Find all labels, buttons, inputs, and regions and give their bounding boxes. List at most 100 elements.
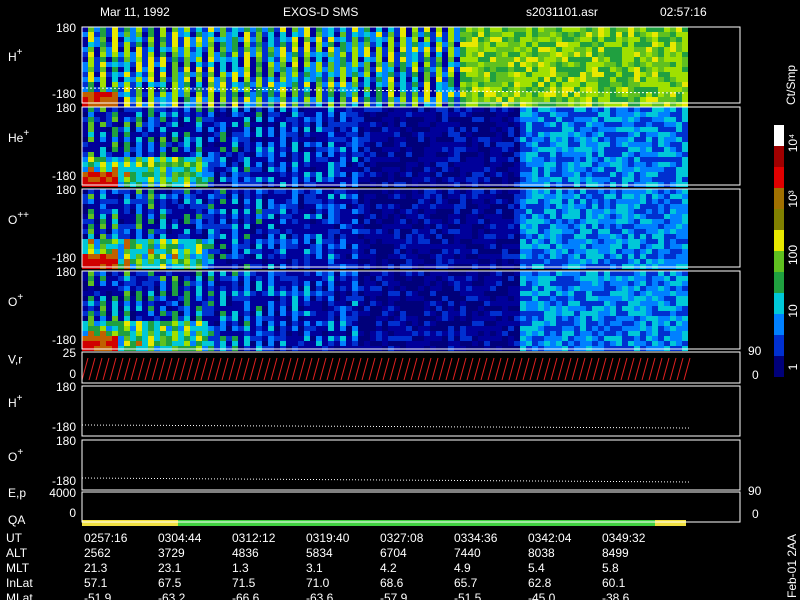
spectrogram-cell xyxy=(676,204,682,209)
spectrogram-cell xyxy=(448,82,454,87)
spectrogram-cell xyxy=(424,199,430,204)
spectrogram-cell xyxy=(682,37,688,42)
spectrogram-cell xyxy=(400,82,406,87)
spectrogram-cell xyxy=(334,147,340,152)
spectrogram-cell xyxy=(658,162,664,167)
spectrogram-cell xyxy=(502,239,508,244)
spectrogram-cell xyxy=(142,42,148,47)
spectrogram-cell xyxy=(472,32,478,37)
spectrogram-cell xyxy=(412,82,418,87)
spectrogram-cell xyxy=(418,224,424,229)
spectrogram-cell xyxy=(538,219,544,224)
spectrogram-cell xyxy=(130,162,136,167)
spectrogram-cell xyxy=(496,27,502,32)
spectrogram-cell xyxy=(280,102,286,107)
spectrogram-cell xyxy=(82,286,88,291)
spectrogram-cell xyxy=(634,87,640,92)
spectrogram-cell xyxy=(502,244,508,249)
spectrogram-cell xyxy=(304,189,310,194)
spectrogram-cell xyxy=(124,72,130,77)
spectrogram-cell xyxy=(208,199,214,204)
spectrogram-cell xyxy=(304,72,310,77)
spectrogram-cell xyxy=(196,214,202,219)
spectrogram-cell xyxy=(622,37,628,42)
spectrogram-cell xyxy=(682,209,688,214)
spectrogram-cell xyxy=(604,97,610,102)
spectrogram-cell xyxy=(166,122,172,127)
spectrogram-cell xyxy=(298,199,304,204)
spectrogram-cell xyxy=(298,147,304,152)
spectrogram-cell xyxy=(454,87,460,92)
spectrogram-cell xyxy=(154,229,160,234)
spectrogram-cell xyxy=(142,132,148,137)
title: EXOS-D SMS xyxy=(283,5,358,19)
spectrogram-cell xyxy=(472,87,478,92)
spectrogram-cell xyxy=(208,72,214,77)
spectrogram-cell xyxy=(616,127,622,132)
spectrogram-cell xyxy=(130,259,136,264)
spectrogram-cell xyxy=(118,291,124,296)
spectrogram-cell xyxy=(370,132,376,137)
spectrogram-cell xyxy=(646,229,652,234)
spectrogram-cell xyxy=(682,224,688,229)
spectrogram-cell xyxy=(82,122,88,127)
spectrogram-cell xyxy=(496,62,502,67)
spectrogram-cell xyxy=(94,204,100,209)
spectrogram-cell xyxy=(268,147,274,152)
spectrogram-cell xyxy=(88,27,94,32)
spectrogram-cell xyxy=(274,127,280,132)
spectrogram-cell xyxy=(568,167,574,172)
spectrogram-cell xyxy=(370,37,376,42)
spectrogram-cell xyxy=(100,82,106,87)
spectrogram-cell xyxy=(334,167,340,172)
spectrogram-cell xyxy=(670,189,676,194)
spectrogram-cell xyxy=(142,92,148,97)
spectrogram-cell xyxy=(538,52,544,57)
spectrogram-cell xyxy=(508,189,514,194)
spectrogram-cell xyxy=(238,57,244,62)
spectrogram-cell xyxy=(112,77,118,82)
spectrogram-cell xyxy=(304,204,310,209)
spectrogram-cell xyxy=(214,92,220,97)
spectrogram-cell xyxy=(172,234,178,239)
spectrogram-cell xyxy=(376,67,382,72)
spectrogram-cell xyxy=(556,142,562,147)
spectrogram-cell xyxy=(676,62,682,67)
spectrogram-cell xyxy=(286,77,292,82)
spectrogram-cell xyxy=(394,122,400,127)
spectrogram-cell xyxy=(334,244,340,249)
spectrogram-cell xyxy=(292,259,298,264)
spectrogram-cell xyxy=(310,62,316,67)
spectrogram-cell xyxy=(604,157,610,162)
spectrogram-cell xyxy=(232,224,238,229)
spectrogram-cell xyxy=(424,77,430,82)
spectrogram-cell xyxy=(82,112,88,117)
spectrogram-cell xyxy=(682,32,688,37)
spectrogram-cell xyxy=(682,102,688,107)
spectrogram-cell xyxy=(172,152,178,157)
spectrogram-cell xyxy=(304,67,310,72)
spectrogram-cell xyxy=(82,239,88,244)
spectrogram-cell xyxy=(466,142,472,147)
spectrogram-cell xyxy=(178,77,184,82)
spectrogram-cell xyxy=(604,162,610,167)
spectrogram-cell xyxy=(202,47,208,52)
spectrogram-cell xyxy=(616,57,622,62)
spectrogram-cell xyxy=(562,249,568,254)
spectrogram-cell xyxy=(610,127,616,132)
spectrogram-cell xyxy=(436,87,442,92)
spectrogram-cell xyxy=(382,177,388,182)
spectrogram-cell xyxy=(400,92,406,97)
spectrogram-cell xyxy=(418,27,424,32)
spectrogram-cell xyxy=(616,52,622,57)
spectrogram-cell xyxy=(346,112,352,117)
spectrogram-cell xyxy=(382,112,388,117)
spectrogram-cell xyxy=(472,62,478,67)
spectrogram-cell xyxy=(454,249,460,254)
spectrogram-cell xyxy=(436,177,442,182)
spectrogram-cell xyxy=(586,137,592,142)
spectrogram-cell xyxy=(328,67,334,72)
spectrogram-cell xyxy=(430,249,436,254)
spectrogram-cell xyxy=(286,204,292,209)
spectrogram-cell xyxy=(682,249,688,254)
